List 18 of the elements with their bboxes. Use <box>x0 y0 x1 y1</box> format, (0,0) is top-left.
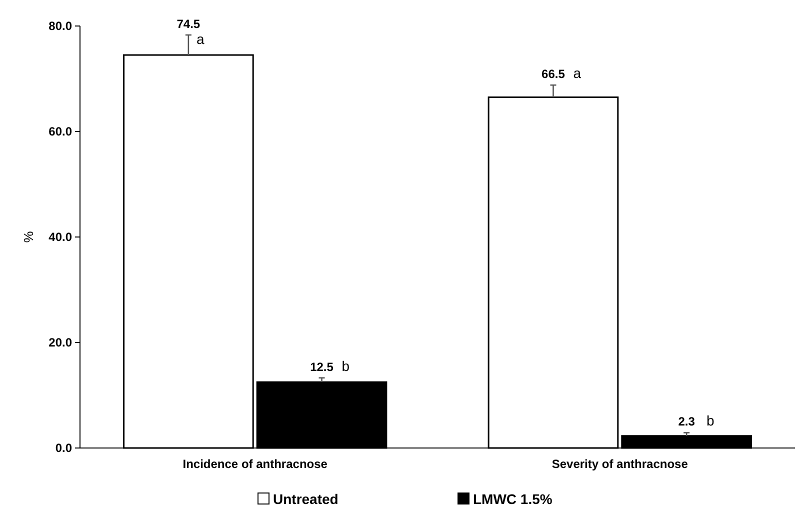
y-tick-label: 80.0 <box>48 19 72 34</box>
data-label: 74.5 <box>176 16 200 31</box>
data-label: 2.3 <box>678 414 696 429</box>
x-tick-label: Severity of anthracnose <box>552 457 688 471</box>
data-label: 12.5 <box>310 360 334 374</box>
annotation: b <box>342 358 350 374</box>
annotation: a <box>196 30 204 47</box>
y-tick-label: 40.0 <box>48 230 72 244</box>
legend-label: LMWC 1.5% <box>473 491 553 507</box>
x-tick-label: Incidence of anthracnose <box>182 457 328 471</box>
y-tick-label: 60.0 <box>48 124 72 139</box>
y-axis-title: % <box>21 230 36 243</box>
legend-label: Untreated <box>273 491 338 507</box>
y-tick-label: 20.0 <box>48 336 72 350</box>
annotation: b <box>706 412 715 429</box>
annotation: a <box>573 65 582 82</box>
data-label: 66.5 <box>542 67 566 82</box>
y-tick-label: 0.0 <box>55 441 72 456</box>
